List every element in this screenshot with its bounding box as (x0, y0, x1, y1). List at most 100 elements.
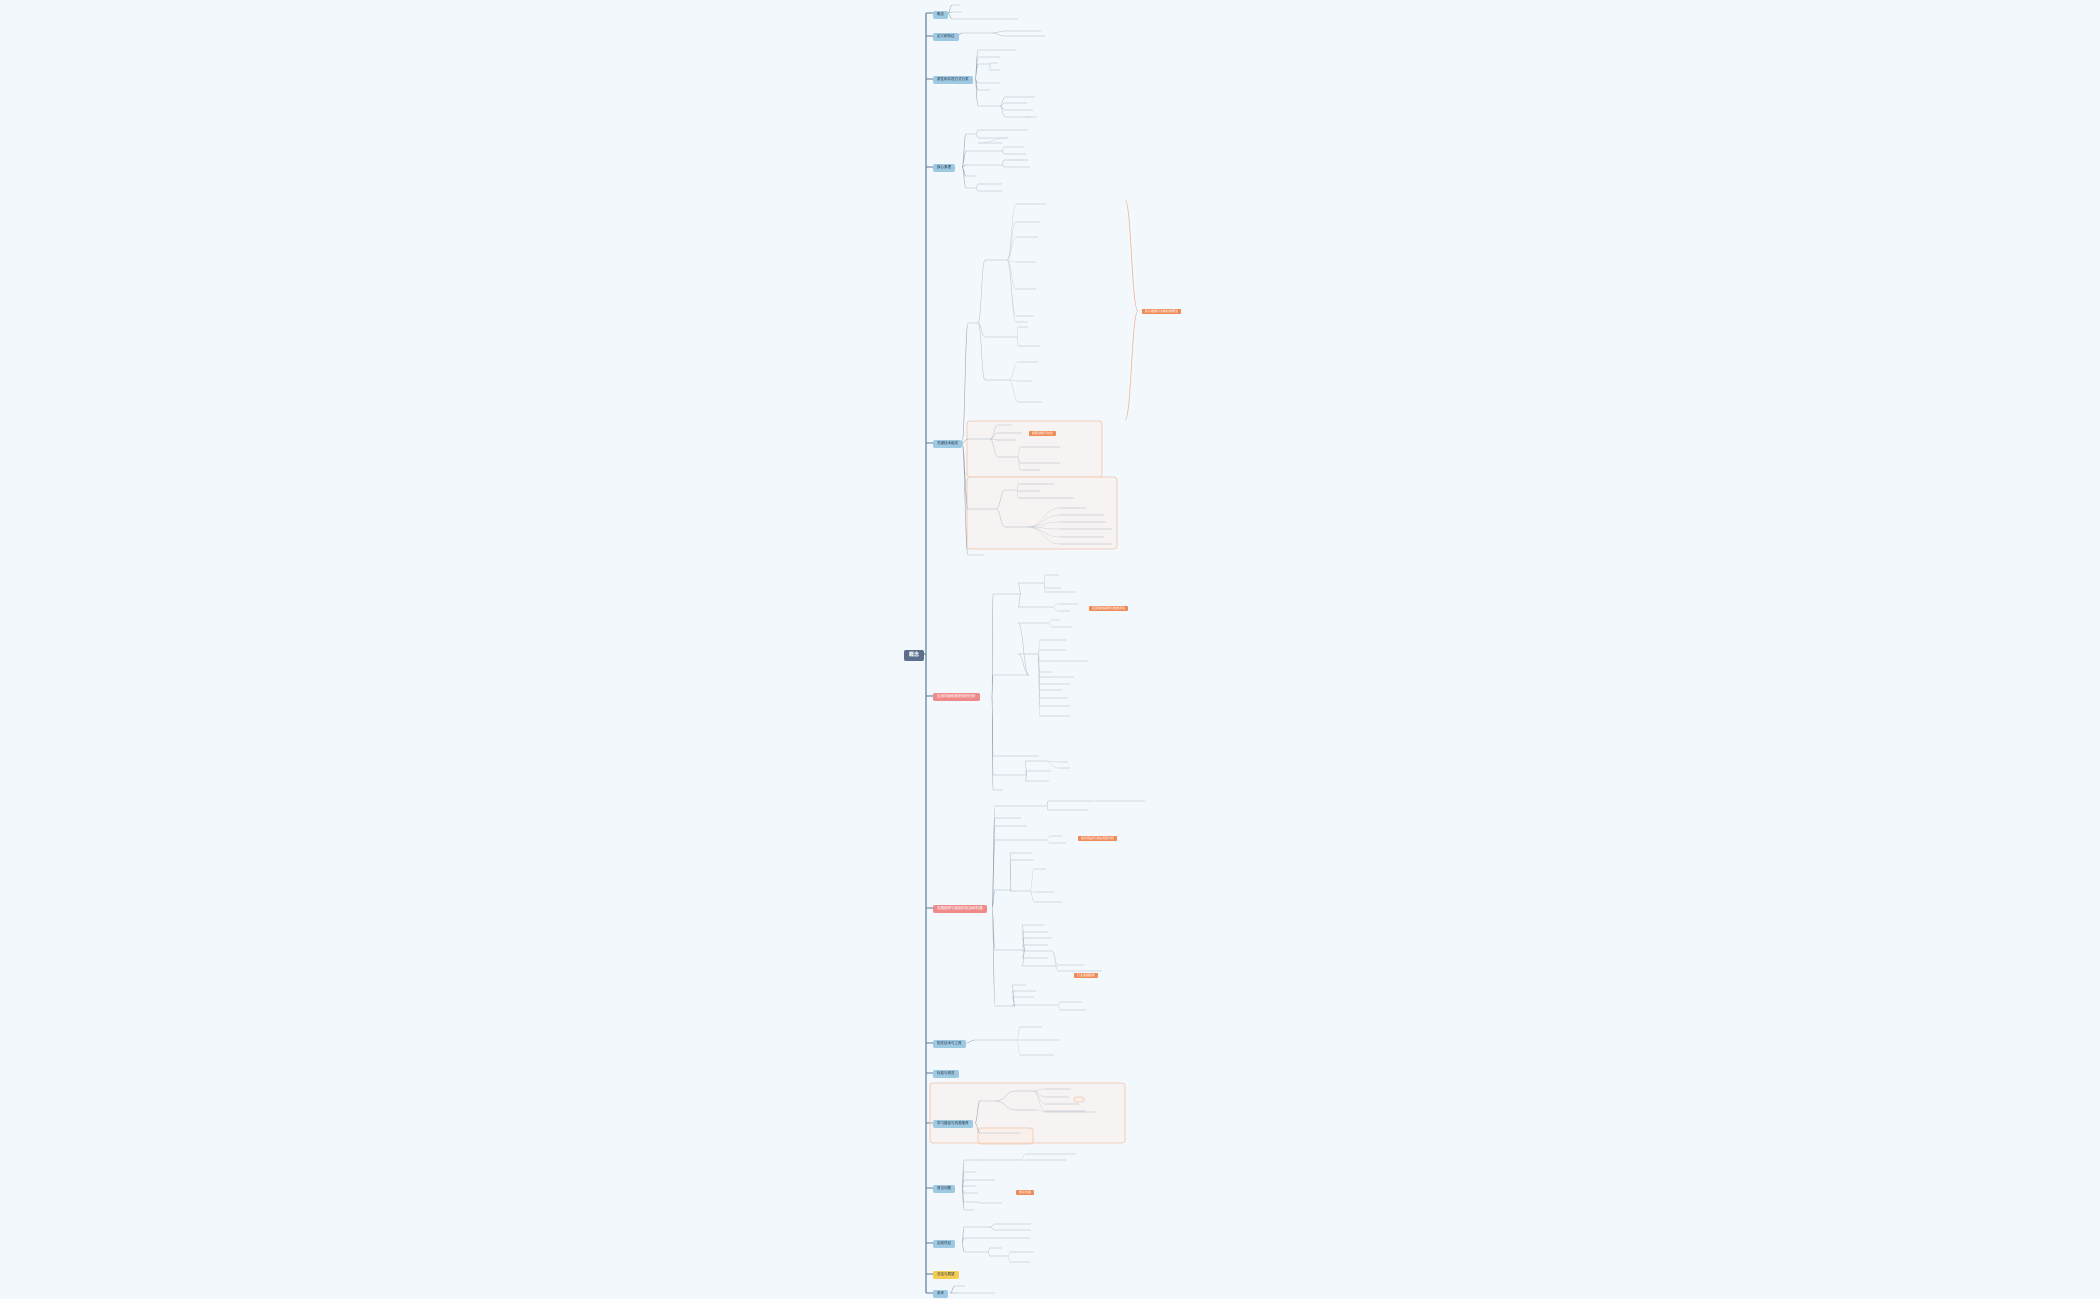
sub-link (989, 1223, 996, 1228)
group-boundary (1073, 1096, 1085, 1103)
sub-link (989, 438, 999, 458)
sub-link (991, 907, 996, 1007)
sub-link (1017, 446, 1021, 458)
sub-link (1051, 950, 1059, 966)
sub-link (1051, 950, 1059, 972)
sub-link (1001, 164, 1005, 168)
sub-link (961, 438, 969, 444)
sub-link (1017, 456, 1021, 471)
sub-link (987, 1251, 991, 1257)
sub-link (1007, 1255, 1011, 1263)
sub-link (1006, 221, 1017, 261)
branch-applications[interactable]: 应用场景和典型案例分析 (933, 693, 980, 701)
group-boundary (966, 476, 1118, 550)
branch-learning[interactable]: 学习路径与资源推荐 (933, 1120, 973, 1128)
sub-link (1006, 259, 1017, 263)
branch-tools[interactable]: 相关技术与工具 (933, 1040, 966, 1048)
sub-link (1029, 868, 1035, 892)
sub-link (995, 1100, 1016, 1111)
sub-link (995, 489, 1006, 510)
sub-link (1024, 774, 1028, 782)
sub-link (975, 187, 979, 192)
branch-key-tech[interactable]: 关键技术组成 (933, 440, 962, 448)
sub-link (961, 442, 969, 556)
sub-link (1017, 593, 1022, 608)
sub-link (1001, 146, 1005, 152)
callout-link (1124, 199, 1139, 312)
sub-link (991, 839, 996, 909)
sub-link (991, 674, 994, 697)
sub-link (1016, 489, 1019, 499)
sub-link (989, 1226, 996, 1231)
sub-link (1037, 639, 1041, 655)
sub-link (947, 12, 953, 20)
sub-link (1026, 507, 1061, 528)
sub-link (1021, 924, 1026, 951)
sub-link (977, 259, 986, 324)
sub-link (1017, 622, 1030, 676)
branch-summary[interactable]: 总结与展望 (933, 1271, 959, 1279)
branch-classification[interactable]: 属性和实现方式分类 (933, 76, 973, 84)
sub-link (975, 133, 979, 139)
sub-link (961, 1187, 965, 1211)
sub-link (1017, 582, 1022, 595)
callout-cases: 应用落地案例与效果评估 (1089, 606, 1129, 611)
branch-references[interactable]: 参考 (933, 1290, 948, 1298)
group-boundary (966, 420, 1103, 478)
sub-link (974, 78, 979, 107)
sub-link (987, 1247, 991, 1253)
sub-link (974, 1122, 981, 1134)
sub-link (1044, 760, 1059, 769)
sub-link (1019, 1153, 1027, 1161)
branch-definition[interactable]: 定义和特征 (933, 33, 959, 41)
branch-faq[interactable]: 常见问题 (933, 1185, 955, 1193)
sub-link (995, 1090, 1016, 1102)
sub-link (1016, 326, 1019, 338)
sub-link (1043, 582, 1046, 593)
sub-link (1029, 890, 1035, 903)
root-node[interactable]: 概念 (904, 650, 925, 661)
sub-link (1006, 259, 1017, 290)
callout-link (1124, 310, 1139, 421)
sub-link (1051, 603, 1059, 608)
sub-link (974, 1100, 981, 1124)
group-boundary (977, 1127, 1034, 1145)
sub-link (1045, 839, 1051, 844)
branch-standards[interactable]: 标准与规范 (933, 1070, 959, 1078)
sub-link (961, 133, 967, 168)
callout-reasoning: 核心推理与决策机制概述 (1142, 309, 1182, 314)
sub-link (1008, 361, 1019, 381)
branch-projects[interactable]: 实践项目 (933, 1240, 955, 1248)
sub-link (1016, 1039, 1021, 1056)
sub-link (1006, 236, 1017, 261)
sub-link (1006, 259, 1017, 323)
sub-link (1026, 526, 1061, 545)
branch-principle[interactable]: 核心原理 (933, 164, 955, 172)
group-boundary (929, 1082, 1126, 1144)
sub-link (1024, 770, 1028, 776)
branch-concept[interactable]: 概念 (933, 11, 948, 19)
sub-link (965, 1039, 976, 1044)
sub-link (1057, 1004, 1061, 1011)
sub-link (1001, 150, 1005, 155)
sub-link (989, 438, 999, 441)
sub-link (1008, 379, 1019, 382)
sub-link (961, 150, 967, 168)
sub-link (991, 30, 1006, 34)
sub-link (1009, 859, 1012, 891)
sub-link (991, 889, 996, 909)
callout-industry: 行业发展趋势 (1074, 973, 1099, 978)
sub-link (961, 1242, 965, 1253)
sub-link (961, 442, 969, 510)
sub-link (1037, 649, 1041, 655)
callout-risks: 技术挑战与潜在风险分析 (1078, 836, 1118, 841)
sub-link (1046, 805, 1049, 811)
sub-link (977, 1201, 981, 1204)
branch-trends[interactable]: 发展趋势与面临的挑战和机遇 (933, 905, 987, 913)
callout-key-content: 重点内容 (1016, 1190, 1035, 1195)
sub-link (1032, 1088, 1046, 1092)
sub-link (999, 105, 1006, 118)
sub-link (977, 137, 1009, 144)
sub-link (1057, 1001, 1061, 1006)
